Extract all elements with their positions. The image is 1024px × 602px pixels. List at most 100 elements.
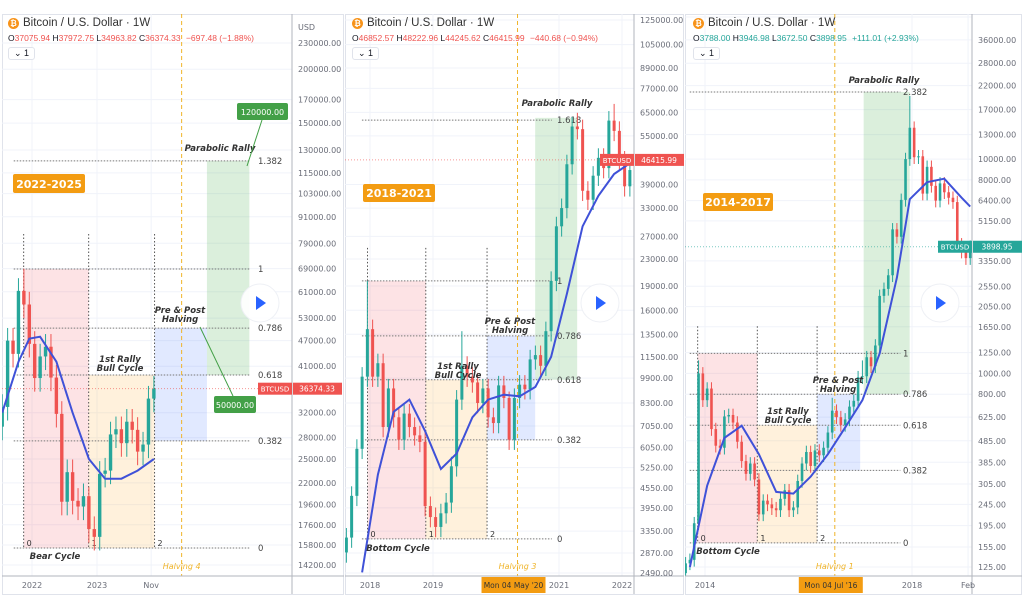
candle-body xyxy=(428,506,432,518)
ohlc-readout: O3788.00 H3946.98 L3672.50 C3898.95 +111… xyxy=(693,33,919,43)
time-tick-label: 2022 xyxy=(22,581,42,590)
price-tick-label: 27000.00 xyxy=(640,232,678,241)
price-tick-label: 13500.00 xyxy=(640,330,678,339)
fib-level-label: 0.618 xyxy=(258,371,282,381)
candle-body xyxy=(152,388,156,399)
price-callout xyxy=(237,103,288,120)
price-tick-label: 125.00 xyxy=(978,563,1006,572)
candle xyxy=(407,404,411,438)
play-icon xyxy=(936,296,946,310)
candle xyxy=(141,431,145,466)
ohlc-value: 46415.99 xyxy=(489,33,525,43)
bitcoin-icon: ₿ xyxy=(8,17,19,29)
candle-body xyxy=(947,192,950,198)
candle-body xyxy=(705,388,709,401)
price-tick-label: 305.00 xyxy=(978,480,1006,489)
candle-body xyxy=(108,434,113,471)
fib-level-label: 1 xyxy=(258,265,263,275)
symbol-tag-label: BTCUSD xyxy=(941,244,970,252)
candle-body xyxy=(549,280,553,332)
indicator-toggle-button[interactable]: ⌄ 1 xyxy=(352,47,380,60)
price-tick-label: 33000.00 xyxy=(640,204,678,213)
candle-body xyxy=(65,472,69,502)
indicator-toggle-button[interactable]: ⌄ 1 xyxy=(8,47,36,60)
cycle-marker-label: 0 xyxy=(371,530,376,539)
price-tick-label: 150000.00 xyxy=(298,119,341,128)
candle xyxy=(98,461,102,551)
ohlc-value: O xyxy=(352,33,359,43)
price-tick-label: 36000.00 xyxy=(978,36,1016,45)
candle xyxy=(761,494,765,522)
candle xyxy=(697,360,700,531)
time-tick-label: Feb xyxy=(961,581,975,590)
last-price-label: 46415.99 xyxy=(641,156,677,165)
price-tick-label: 23000.00 xyxy=(640,255,678,264)
candle xyxy=(376,353,380,387)
candle-body xyxy=(423,441,427,507)
candle-body xyxy=(800,463,804,481)
symbol-title[interactable]: Bitcoin / U.S. Dollar · 1W xyxy=(708,17,836,29)
price-tick-label: 103000.00 xyxy=(298,190,341,199)
candle-body xyxy=(54,377,59,414)
candle-body xyxy=(518,384,522,398)
zone-blue xyxy=(154,328,207,441)
symbol-title[interactable]: Bitcoin / U.S. Dollar · 1W xyxy=(367,17,495,29)
candle-body xyxy=(141,444,145,452)
candle xyxy=(92,516,96,551)
candle xyxy=(449,456,453,513)
price-tick-label: 3350.00 xyxy=(978,257,1011,266)
panel-frame xyxy=(345,14,684,595)
candle-body xyxy=(617,130,621,161)
price-tick-label: 7050.00 xyxy=(640,422,673,431)
candle-body xyxy=(386,388,390,428)
candle-body xyxy=(925,166,929,194)
price-tick-label: 61000.00 xyxy=(298,288,336,297)
candle xyxy=(423,432,427,517)
candle xyxy=(38,343,42,392)
candle-body xyxy=(460,365,464,400)
candle-body xyxy=(397,417,401,440)
symbol-title[interactable]: Bitcoin / U.S. Dollar · 1W xyxy=(23,17,151,29)
candle-body xyxy=(502,385,506,398)
candle xyxy=(397,407,401,450)
candle xyxy=(486,378,490,428)
candle xyxy=(787,483,791,517)
candle xyxy=(87,487,91,543)
candle-body xyxy=(874,345,877,367)
candle xyxy=(554,216,558,292)
candle-body xyxy=(938,183,942,201)
candle xyxy=(560,198,564,237)
fib-level-label: 1.382 xyxy=(258,157,282,167)
candle xyxy=(886,268,890,296)
candle xyxy=(70,459,75,515)
price-tick-label: 115000.00 xyxy=(298,169,341,178)
candle-body xyxy=(486,388,490,418)
candle xyxy=(839,410,843,432)
candle-body xyxy=(476,382,480,403)
candle-body xyxy=(554,226,558,281)
candle xyxy=(792,501,795,517)
ohlc-value: −697.48 (−1.88%) xyxy=(185,33,255,43)
candle-body xyxy=(11,340,15,354)
last-price-label: 3898.95 xyxy=(981,243,1012,252)
candle-body xyxy=(5,340,10,407)
candle xyxy=(692,516,696,567)
ohlc-value: C xyxy=(138,33,146,43)
candle-body xyxy=(796,480,800,508)
price-tick-label: 25000.00 xyxy=(298,455,336,464)
ohlc-value: L xyxy=(771,33,777,43)
candle-body xyxy=(912,127,916,158)
candle-body xyxy=(805,451,808,464)
candle-body xyxy=(76,500,80,507)
candle-body xyxy=(392,388,396,418)
candle-body xyxy=(92,529,96,537)
indicator-toggle-button[interactable]: ⌄ 1 xyxy=(693,47,721,60)
candle-body xyxy=(539,355,543,366)
candle xyxy=(586,181,590,211)
candle-body xyxy=(878,295,881,346)
crosshair-date-box xyxy=(481,577,546,593)
fib-level-label: 1 xyxy=(903,349,908,359)
candle-body xyxy=(507,397,511,440)
chart-panel-3: 0 1 2 2.382 1 0.786 0.618 0.382 0 Halving 1 Parabo… xyxy=(685,14,1022,595)
fib-level-label: 0.786 xyxy=(258,324,282,334)
